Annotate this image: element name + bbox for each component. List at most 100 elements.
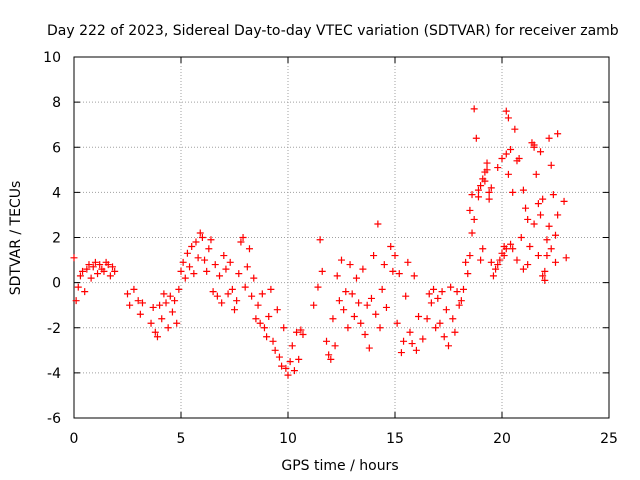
data-point: [479, 245, 487, 253]
data-point: [496, 256, 504, 264]
data-point: [502, 107, 510, 115]
data-point: [147, 319, 155, 327]
data-point: [350, 312, 358, 320]
data-point: [74, 283, 82, 291]
data-point: [474, 186, 482, 194]
data-point: [545, 222, 553, 230]
data-point: [173, 319, 181, 327]
data-point: [534, 252, 542, 260]
x-tick-label: 15: [386, 431, 404, 447]
data-point: [534, 200, 542, 208]
data-point: [552, 231, 559, 239]
data-point: [243, 263, 251, 271]
data-point: [299, 331, 307, 339]
data-point: [355, 299, 363, 307]
data-point: [515, 155, 523, 163]
data-point: [81, 288, 89, 296]
data-point: [338, 256, 345, 264]
data-point: [325, 351, 333, 359]
data-point: [220, 252, 228, 260]
data-point: [425, 290, 433, 298]
data-point: [447, 283, 455, 291]
data-point: [498, 155, 506, 163]
data-point: [252, 315, 260, 323]
data-point: [451, 328, 459, 336]
data-point: [464, 270, 472, 278]
x-tick-label: 0: [70, 431, 79, 447]
data-point: [329, 315, 337, 323]
data-point: [194, 254, 202, 262]
data-point: [432, 324, 440, 332]
data-point: [470, 215, 478, 223]
chart-title: Day 222 of 2023, Sidereal Day-to-day VTE…: [47, 23, 619, 39]
data-point: [211, 261, 219, 269]
data-point: [547, 245, 555, 253]
data-point: [213, 292, 221, 300]
data-point: [524, 261, 532, 269]
data-point: [134, 297, 142, 305]
data-point: [494, 164, 502, 172]
data-point: [468, 229, 476, 237]
data-point: [423, 315, 431, 323]
data-point: [361, 331, 369, 339]
data-point: [186, 263, 194, 271]
data-point: [138, 299, 146, 307]
data-point: [348, 290, 356, 298]
data-point: [481, 168, 489, 176]
data-point: [168, 308, 176, 316]
data-point: [188, 243, 196, 251]
data-point: [100, 267, 108, 275]
data-point: [517, 234, 525, 241]
data-point: [335, 297, 343, 305]
data-point: [462, 258, 470, 266]
data-point: [543, 252, 551, 260]
data-point: [79, 267, 87, 275]
data-point: [412, 346, 420, 354]
data-point: [235, 270, 243, 278]
data-point: [190, 270, 198, 278]
data-point: [382, 303, 390, 311]
data-point: [459, 285, 467, 293]
data-point: [297, 326, 305, 334]
data-point: [406, 328, 414, 336]
data-point: [513, 256, 521, 264]
data-point: [260, 324, 268, 332]
data-point: [267, 285, 275, 293]
data-point: [153, 333, 161, 341]
data-point: [509, 188, 517, 196]
data-point: [196, 229, 204, 237]
y-tick-label: 4: [52, 185, 61, 201]
data-point: [231, 306, 238, 314]
data-point: [70, 254, 78, 262]
data-point: [408, 340, 416, 348]
data-point: [554, 211, 562, 219]
data-point: [318, 267, 326, 275]
data-point: [124, 290, 131, 298]
data-point: [104, 261, 112, 269]
data-point: [389, 267, 397, 275]
data-point: [245, 245, 253, 253]
data-point: [278, 362, 286, 370]
data-point: [136, 310, 144, 318]
data-point: [504, 114, 512, 122]
data-point: [256, 319, 264, 327]
data-point: [492, 265, 500, 273]
data-point: [126, 301, 134, 309]
data-point: [166, 292, 174, 300]
data-point: [83, 265, 91, 273]
data-point: [85, 261, 93, 269]
data-point: [87, 274, 95, 282]
data-point: [316, 236, 324, 244]
x-tick-label: 5: [177, 431, 186, 447]
data-point: [367, 294, 375, 302]
data-point: [76, 272, 84, 280]
data-point: [397, 349, 405, 357]
data-point: [541, 267, 549, 275]
data-point: [346, 261, 354, 269]
y-tick-label: 8: [52, 95, 61, 111]
data-point: [177, 267, 185, 275]
data-point: [216, 272, 224, 280]
data-point: [485, 195, 493, 203]
data-point: [357, 319, 365, 327]
